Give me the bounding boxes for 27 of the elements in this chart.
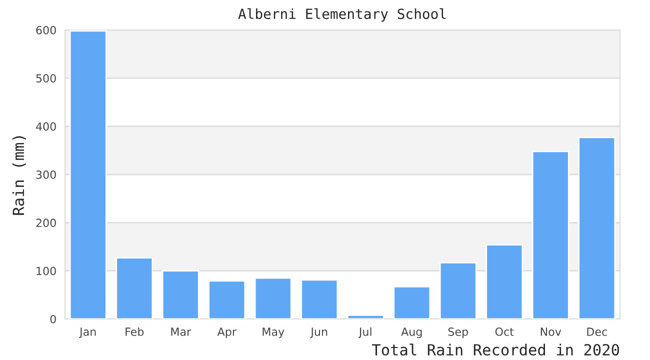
x-tick-label: Apr <box>217 328 236 338</box>
x-tick-label: Aug <box>401 328 422 338</box>
y-tick-label: 100 <box>36 266 56 276</box>
bar <box>208 280 246 319</box>
x-tick-label: Mar <box>171 328 192 336</box>
y-tick-label: 200 <box>36 218 56 228</box>
y-axis-title: Rain (mm) <box>12 136 26 215</box>
x-tick-label: Jan <box>78 328 96 338</box>
y-tick-label: 0 <box>50 314 56 324</box>
bar <box>300 279 338 319</box>
bar <box>393 286 431 319</box>
x-tick-label: Oct <box>495 328 514 336</box>
y-tick-label: 500 <box>36 74 56 83</box>
x-tick-label: Feb <box>126 327 144 336</box>
bar <box>346 314 384 319</box>
chart-title: Alberni Elementary School <box>238 8 446 22</box>
y-tick-label: 400 <box>36 122 56 131</box>
x-tick-label: Dec <box>587 328 607 336</box>
y-tick-label: 300 <box>36 170 56 179</box>
x-tick-label: May <box>262 328 284 338</box>
y-tick-label: 600 <box>36 26 56 34</box>
x-tick-label: Jun <box>310 328 328 338</box>
x-axis-title: Total Rain Recorded in 2020 <box>372 344 620 356</box>
x-tick-label: Sep <box>448 328 468 338</box>
bar <box>254 277 292 319</box>
x-tick-label: Nov <box>540 328 562 336</box>
x-tick-label: Jul <box>358 327 372 338</box>
